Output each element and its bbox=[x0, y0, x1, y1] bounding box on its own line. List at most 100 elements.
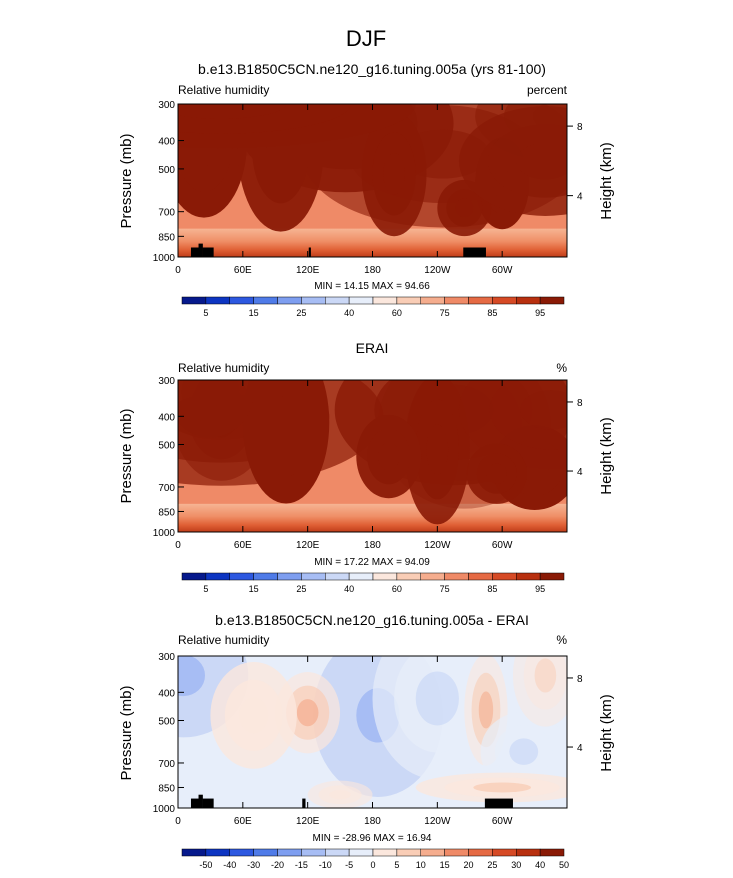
y-tick-label: 700 bbox=[158, 759, 175, 770]
field-contour-blob bbox=[178, 656, 206, 697]
colorbar-swatch bbox=[372, 572, 398, 581]
colorbar-swatch bbox=[516, 296, 541, 305]
y-tick-label: 850 bbox=[158, 507, 175, 518]
x-tick-label: 60W bbox=[492, 265, 513, 276]
colorbar-label: 40 bbox=[535, 860, 545, 870]
colorbar-label: 40 bbox=[344, 584, 354, 594]
panel-1-colorbar: 5 15 25 40 60 75 85 95 bbox=[181, 296, 565, 318]
panel-2-y-axis-label: Pressure (mb) bbox=[118, 408, 135, 503]
colorbar-swatch bbox=[348, 296, 374, 305]
colorbar-label: 75 bbox=[440, 584, 450, 594]
panel-1-right-label: percent bbox=[527, 83, 568, 97]
colorbar-swatch bbox=[301, 296, 326, 305]
colorbar-label: 85 bbox=[487, 308, 497, 318]
colorbar-swatch bbox=[420, 572, 445, 581]
x-tick-label: 180 bbox=[364, 816, 381, 827]
colorbar-swatch bbox=[253, 296, 278, 305]
colorbar-swatch bbox=[205, 848, 230, 857]
panel-1-title: b.e13.B1850C5CN.ne120_g16.tuning.005a (y… bbox=[198, 61, 546, 77]
panel-1-field bbox=[178, 104, 567, 257]
colorbar-swatch bbox=[420, 296, 445, 305]
panel-2-title: ERAI bbox=[356, 340, 389, 356]
colorbar-swatch bbox=[301, 848, 326, 857]
right-tick-label: 4 bbox=[577, 467, 583, 478]
colorbar-swatch bbox=[444, 848, 469, 857]
x-tick-label: 60E bbox=[234, 265, 252, 276]
field-contour-blob bbox=[178, 104, 287, 119]
x-tick-label: 120W bbox=[424, 816, 451, 827]
panel-3-plot: 0 60E 120E 180 120W 60W 300 400 500 700 850 1000 8 4 bbox=[153, 652, 583, 827]
colorbar-label: 0 bbox=[370, 860, 375, 870]
colorbar-swatch bbox=[372, 296, 398, 305]
y-tick-label: 500 bbox=[158, 716, 175, 727]
colorbar-swatch bbox=[229, 848, 254, 857]
x-tick-label: 60E bbox=[234, 540, 252, 551]
y-tick-label: 1000 bbox=[153, 253, 176, 264]
colorbar-swatch bbox=[277, 572, 302, 581]
panel-3-stats: MIN = -28.96 MAX = 16.94 bbox=[313, 833, 432, 844]
panel-1-plot: 0 60E 120E 180 120W 60W 300 400 500 700 850 1000 8 4 bbox=[153, 100, 583, 276]
colorbar-label: 5 bbox=[203, 308, 208, 318]
y-tick-label: 850 bbox=[158, 232, 175, 243]
colorbar-label: 60 bbox=[392, 584, 402, 594]
colorbar-swatch bbox=[468, 296, 493, 305]
terrain-mask bbox=[198, 243, 203, 257]
field-contour-blob bbox=[534, 658, 557, 693]
y-tick-label: 400 bbox=[158, 137, 175, 148]
y-tick-label: 300 bbox=[158, 376, 175, 387]
panel-3-field bbox=[178, 656, 567, 808]
field-contour-blob bbox=[478, 691, 494, 729]
panel-3-title: b.e13.B1850C5CN.ne120_g16.tuning.005a - … bbox=[215, 612, 529, 628]
colorbar-swatch bbox=[205, 572, 230, 581]
x-tick-label: 180 bbox=[364, 265, 381, 276]
colorbar-label: 25 bbox=[296, 308, 306, 318]
colorbar-label: 85 bbox=[487, 584, 497, 594]
field-contour-blob bbox=[383, 153, 405, 195]
panel-2-colorbar: 5 15 25 40 60 75 85 95 bbox=[181, 572, 565, 594]
y-tick-label: 300 bbox=[158, 100, 175, 111]
colorbar-swatch bbox=[444, 572, 469, 581]
y-tick-label: 500 bbox=[158, 440, 175, 451]
panel-1-y-axis-label: Pressure (mb) bbox=[118, 133, 135, 228]
colorbar-label: 5 bbox=[394, 860, 399, 870]
colorbar-label: -50 bbox=[199, 860, 212, 870]
colorbar-swatch bbox=[325, 296, 350, 305]
field-contour-blob bbox=[516, 142, 567, 180]
field-contour-blob bbox=[509, 738, 539, 765]
colorbar-label: -5 bbox=[345, 860, 353, 870]
colorbar-label: -20 bbox=[271, 860, 284, 870]
panel-2-plot: 0 60E 120E 180 120W 60W 300 400 500 700 850 1000 8 4 bbox=[153, 376, 583, 551]
panel-2-stats: MIN = 17.22 MAX = 94.09 bbox=[314, 557, 430, 568]
colorbar-swatch bbox=[396, 848, 421, 857]
colorbar-swatch bbox=[468, 572, 493, 581]
y-tick-label: 500 bbox=[158, 165, 175, 176]
x-tick-label: 60E bbox=[234, 816, 252, 827]
x-tick-label: 120W bbox=[424, 540, 451, 551]
panel-2: ERAI Relative humidity % Pressure (mb) H… bbox=[118, 340, 615, 594]
terrain-mask bbox=[198, 794, 203, 808]
terrain-mask bbox=[190, 247, 203, 257]
colorbar-swatch bbox=[253, 848, 278, 857]
colorbar-label: -10 bbox=[319, 860, 332, 870]
terrain-mask bbox=[190, 798, 203, 808]
x-tick-label: 120E bbox=[296, 816, 320, 827]
right-tick-label: 8 bbox=[577, 674, 583, 685]
colorbar-label: 5 bbox=[203, 584, 208, 594]
colorbar-swatch bbox=[301, 572, 326, 581]
colorbar-swatch bbox=[181, 296, 207, 305]
colorbar-swatch bbox=[181, 848, 207, 857]
field-contour-blob bbox=[415, 671, 459, 726]
colorbar-swatch bbox=[492, 296, 517, 305]
colorbar-label: 30 bbox=[511, 860, 521, 870]
colorbar-swatch bbox=[396, 296, 421, 305]
field-contour-blob bbox=[296, 699, 319, 727]
colorbar-swatch bbox=[444, 296, 469, 305]
terrain-mask bbox=[202, 247, 214, 257]
colorbar-swatch bbox=[277, 296, 302, 305]
field-contour-blob bbox=[520, 390, 567, 430]
colorbar-label: 10 bbox=[416, 860, 426, 870]
panel-3: b.e13.B1850C5CN.ne120_g16.tuning.005a - … bbox=[118, 612, 615, 870]
field-contour-blob bbox=[196, 380, 225, 408]
colorbar-swatch bbox=[253, 572, 278, 581]
